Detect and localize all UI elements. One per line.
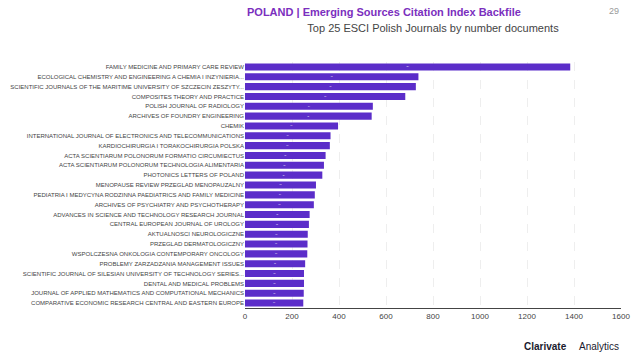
- svg-text:ACTA SCIENTIARUM POLONORUM TEC: ACTA SCIENTIARUM POLONORUM TECHNOLOGIA A…: [59, 162, 244, 168]
- svg-text:400: 400: [332, 312, 346, 321]
- svg-text:PRZEGLAD DERMATOLOGICZNY: PRZEGLAD DERMATOLOGICZNY: [150, 241, 244, 247]
- svg-text:266: 266: [275, 243, 277, 244]
- svg-text:738: 738: [331, 76, 333, 77]
- svg-text:343: 343: [284, 155, 286, 156]
- svg-text:272: 272: [276, 224, 278, 225]
- svg-text:INTERNATIONAL JOURNAL OF ELECT: INTERNATIONAL JOURNAL OF ELECTRONICS AND…: [27, 133, 244, 139]
- svg-text:ARCHIVES OF FOUNDRY ENGINEERIN: ARCHIVES OF FOUNDRY ENGINEERING: [129, 113, 245, 119]
- svg-text:29: 29: [609, 6, 619, 16]
- svg-text:302: 302: [280, 184, 282, 185]
- svg-text:682: 682: [324, 96, 326, 97]
- svg-text:JOURNAL OF APPLIED MATHEMATICS: JOURNAL OF APPLIED MATHEMATICS AND COMPU…: [31, 290, 244, 296]
- svg-text:ARCHIVES OF PSYCHIATRY AND PSY: ARCHIVES OF PSYCHIATRY AND PSYCHOTHERAPY: [95, 202, 244, 208]
- svg-text:251: 251: [274, 283, 276, 284]
- svg-text:1200: 1200: [518, 312, 536, 321]
- svg-text:329: 329: [283, 175, 285, 176]
- svg-text:Analytics: Analytics: [579, 341, 619, 352]
- svg-text:DENTAL AND MEDICAL PROBLEMS: DENTAL AND MEDICAL PROBLEMS: [144, 281, 244, 287]
- svg-text:1400: 1400: [565, 312, 583, 321]
- svg-text:544: 544: [308, 106, 310, 107]
- svg-text:KARDIOCHIRURGIA I TORAKOCHIRUR: KARDIOCHIRURGIA I TORAKOCHIRURGIA POLSKA: [99, 143, 244, 149]
- svg-text:293: 293: [279, 204, 281, 205]
- svg-text:251: 251: [274, 273, 276, 274]
- svg-text:200: 200: [285, 312, 299, 321]
- svg-text:POLAND | Emerging Sources Cita: POLAND | Emerging Sources Citation Index…: [247, 6, 521, 18]
- svg-text:COMPARATIVE ECONOMIC RESEARCH: COMPARATIVE ECONOMIC RESEARCH CENTRAL AN…: [31, 300, 244, 306]
- svg-text:FAMILY MEDICINE AND PRIMARY CA: FAMILY MEDICINE AND PRIMARY CARE REVIEW: [106, 64, 245, 70]
- svg-text:MENOPAUSE REVIEW PRZEGLAD MENO: MENOPAUSE REVIEW PRZEGLAD MENOPAUZALNY: [96, 182, 244, 188]
- svg-text:1384: 1384: [406, 66, 409, 67]
- svg-text:0: 0: [243, 312, 248, 321]
- svg-text:250: 250: [273, 293, 275, 294]
- svg-text:Top 25 ESCI Polish Journals by: Top 25 ESCI Polish Journals by number do…: [307, 22, 559, 34]
- svg-text:CHEMIK: CHEMIK: [221, 123, 244, 129]
- svg-text:275: 275: [276, 214, 278, 215]
- svg-text:297: 297: [279, 194, 281, 195]
- svg-text:800: 800: [426, 312, 440, 321]
- svg-text:248: 248: [273, 302, 275, 303]
- svg-text:SCIENTIFIC JOURNAL OF SILESIAN: SCIENTIFIC JOURNAL OF SILESIAN UNIVERSIT…: [23, 271, 244, 277]
- svg-text:ACTA SCIENTIARUM POLONORUM FOR: ACTA SCIENTIARUM POLONORUM FORMATIO CIRC…: [64, 153, 244, 159]
- svg-text:Clarivate: Clarivate: [524, 341, 567, 352]
- svg-text:POLISH JOURNAL OF RADIOLOGY: POLISH JOURNAL OF RADIOLOGY: [145, 103, 244, 109]
- svg-text:727: 727: [330, 86, 332, 87]
- svg-text:WSPOLCZESNA ONKOLOGIA CONTEMPO: WSPOLCZESNA ONKOLOGIA CONTEMPORARY ONCOL…: [72, 251, 244, 257]
- svg-text:364: 364: [287, 135, 289, 136]
- svg-text:265: 265: [275, 253, 277, 254]
- svg-text:ADVANCES IN SCIENCE AND TECHNO: ADVANCES IN SCIENCE AND TECHNOLOGY RESEA…: [53, 212, 244, 218]
- svg-text:PROBLEMY ZARZADZANIA MANAGEMEN: PROBLEMY ZARZADZANIA MANAGEMENT ISSUES: [100, 261, 244, 267]
- svg-text:COMPOSITES THEORY AND PRACTICE: COMPOSITES THEORY AND PRACTICE: [132, 94, 244, 100]
- svg-text:336: 336: [284, 165, 286, 166]
- svg-text:ECOLOGICAL CHEMISTRY AND ENGIN: ECOLOGICAL CHEMISTRY AND ENGINEERING A C…: [37, 74, 244, 80]
- svg-text:396: 396: [291, 125, 293, 126]
- svg-text:1000: 1000: [471, 312, 489, 321]
- svg-text:AKTUALNOSCI NEUROLOGICZNE: AKTUALNOSCI NEUROLOGICZNE: [148, 231, 244, 237]
- svg-text:361: 361: [287, 145, 289, 146]
- svg-text:267: 267: [275, 234, 277, 235]
- svg-text:PHOTONICS LETTERS OF POLAND: PHOTONICS LETTERS OF POLAND: [143, 172, 244, 178]
- svg-text:CENTRAL EUROPEAN JOURNAL OF UR: CENTRAL EUROPEAN JOURNAL OF UROLOGY: [110, 221, 244, 227]
- svg-text:600: 600: [379, 312, 393, 321]
- svg-text:539: 539: [307, 116, 309, 117]
- svg-text:PEDIATRIA I MEDYCYNA RODZINNA: PEDIATRIA I MEDYCYNA RODZINNA PAEDIATRIC…: [34, 192, 244, 198]
- svg-text:1600: 1600: [612, 312, 630, 321]
- svg-text:256: 256: [274, 263, 276, 264]
- svg-text:SCIENTIFIC JOURNALS OF THE MAR: SCIENTIFIC JOURNALS OF THE MARITIME UNIV…: [10, 84, 244, 90]
